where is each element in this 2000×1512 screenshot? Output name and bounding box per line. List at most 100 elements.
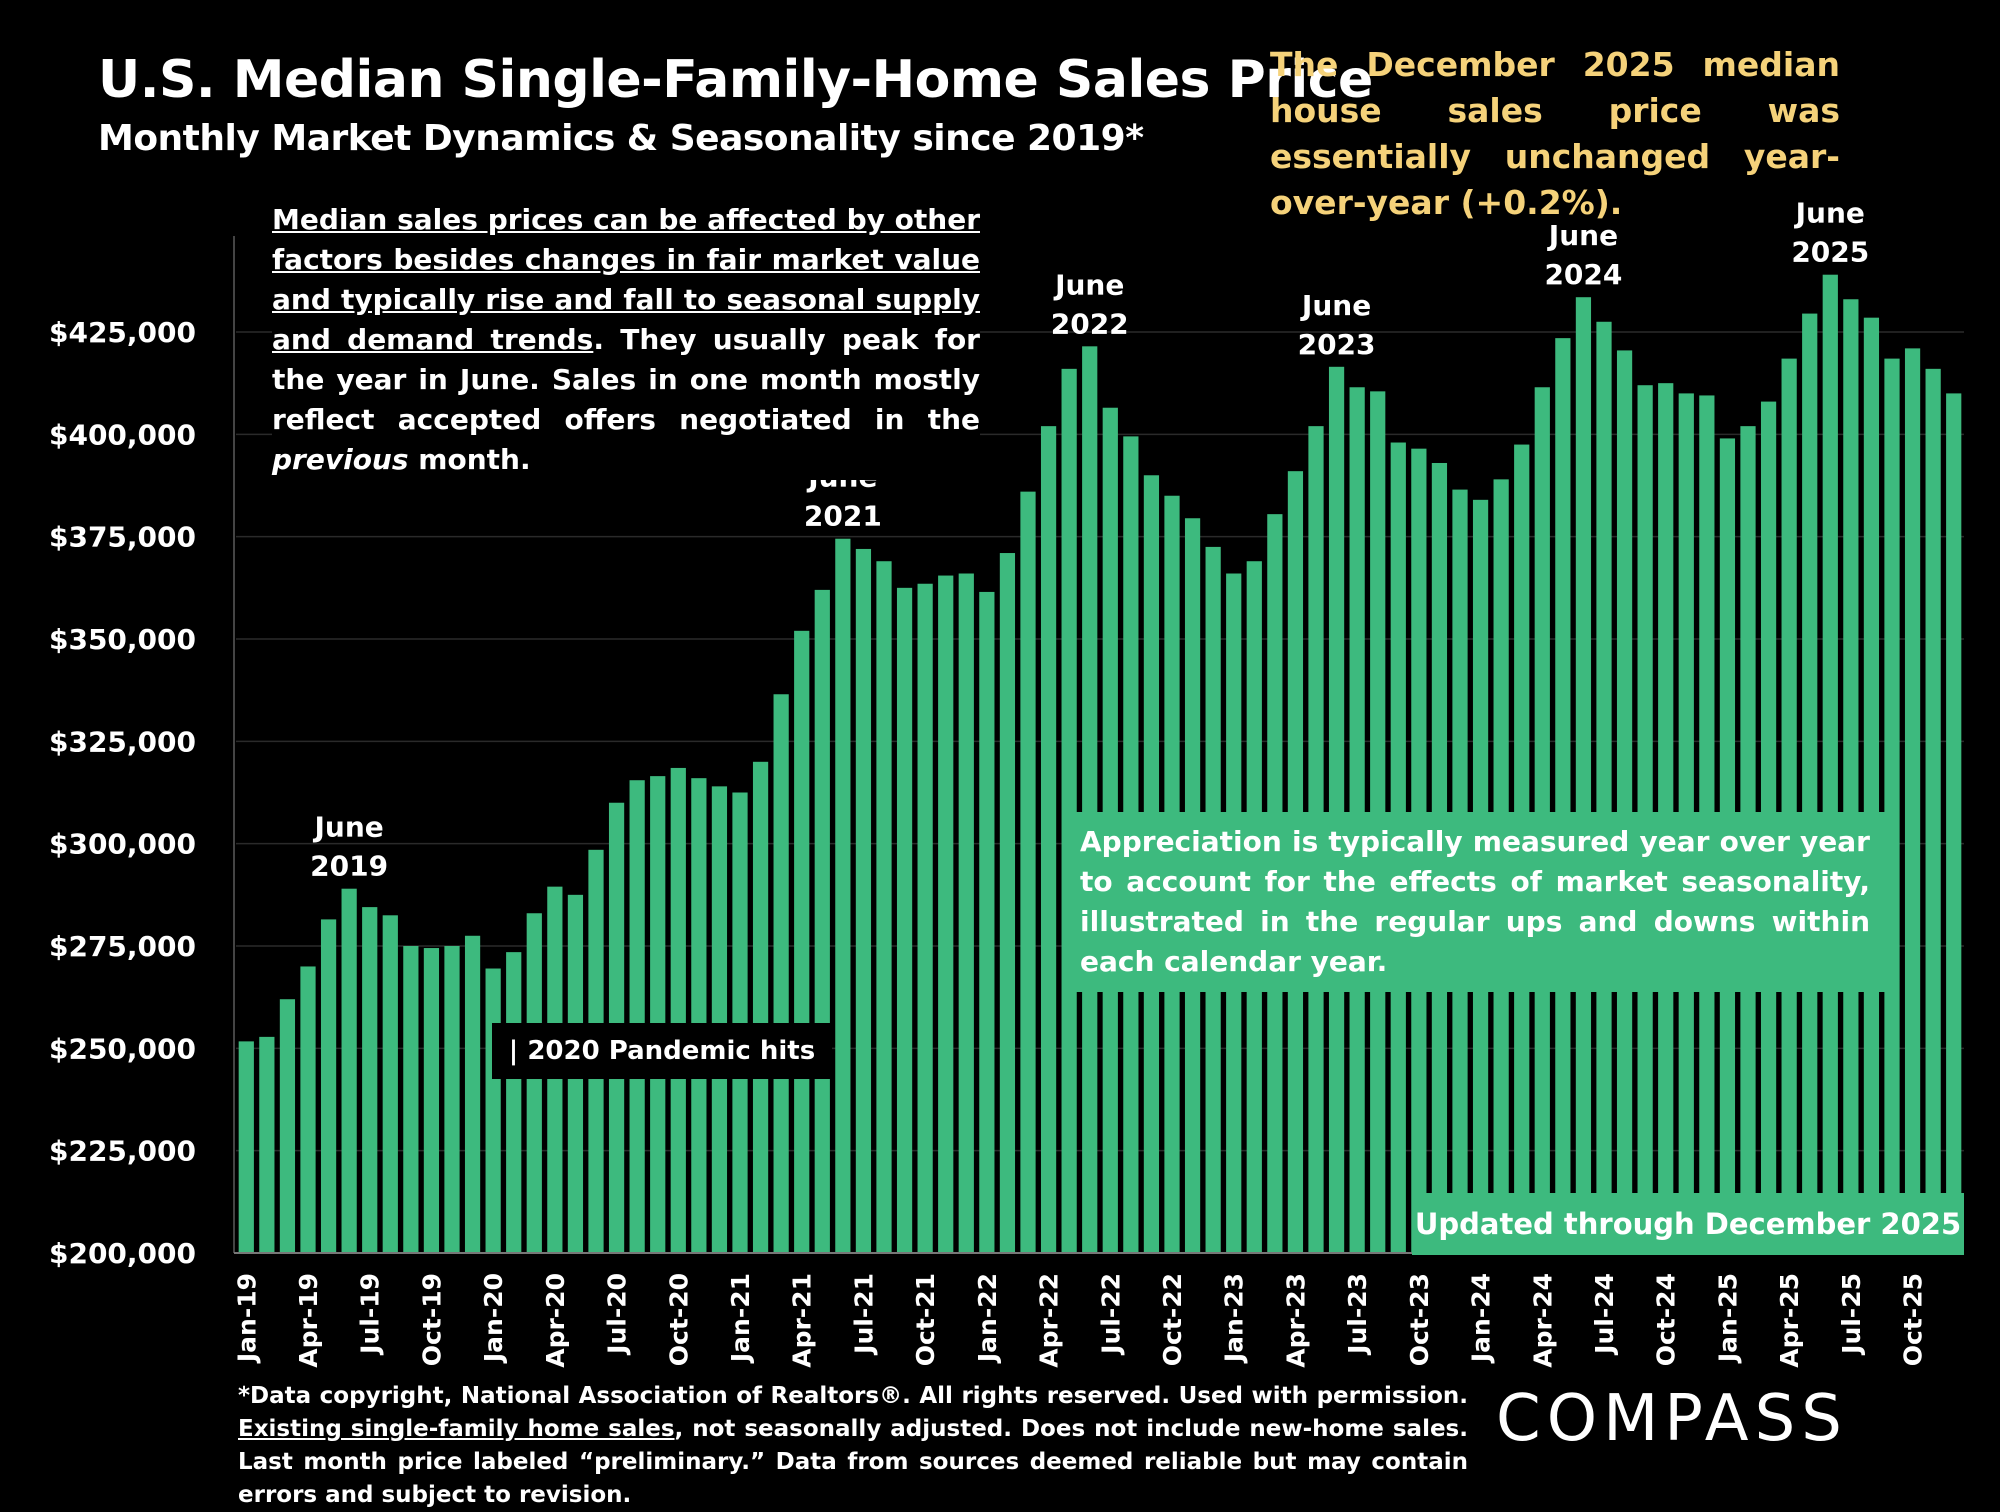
- bar: [423, 948, 440, 1253]
- footnote-text: *Data copyright, National Association of…: [238, 1383, 1468, 1409]
- footnote-link[interactable]: Existing single-family home sales: [238, 1416, 675, 1442]
- bar: [1616, 350, 1633, 1253]
- note-text: . They usually peak for the year in June…: [272, 323, 980, 436]
- x-tick-label: Jul-20: [603, 1273, 632, 1356]
- peak-annotation-month: June: [1053, 268, 1124, 301]
- x-tick-label: Jan-19: [232, 1273, 261, 1364]
- bar: [917, 583, 933, 1253]
- bar: [1802, 313, 1818, 1254]
- bar: [1843, 299, 1859, 1254]
- peak-annotation-month: June: [1300, 289, 1371, 322]
- x-tick-label: Apr-24: [1528, 1273, 1557, 1368]
- bar: [1946, 393, 1962, 1253]
- pandemic-label: | 2020 Pandemic hits: [492, 1023, 832, 1079]
- x-tick-label: Apr-23: [1281, 1273, 1310, 1368]
- x-tick-label: Oct-25: [1899, 1273, 1928, 1366]
- bar: [1596, 321, 1612, 1253]
- y-tick-label: $225,000: [49, 1135, 196, 1168]
- bar: [259, 1036, 275, 1253]
- bar: [773, 694, 789, 1253]
- bar: [341, 888, 357, 1253]
- bar: [711, 786, 728, 1253]
- x-tick-label: Jul-22: [1096, 1273, 1125, 1356]
- y-tick-label: $275,000: [49, 930, 196, 963]
- bar: [1822, 274, 1838, 1253]
- y-tick-label: $250,000: [49, 1032, 196, 1065]
- bar: [650, 776, 666, 1253]
- bar: [1575, 297, 1592, 1253]
- peak-annotation-year: 2019: [310, 850, 388, 883]
- bar: [752, 761, 769, 1253]
- note-text-end: month.: [408, 443, 531, 476]
- bar: [464, 935, 481, 1253]
- appreciation-note: Appreciation is typically measured year …: [1062, 812, 1888, 992]
- x-tick-label: Oct-23: [1405, 1273, 1434, 1366]
- y-tick-label: $350,000: [49, 623, 196, 656]
- bar: [999, 553, 1016, 1253]
- bar: [629, 780, 645, 1253]
- x-tick-label: Apr-20: [541, 1273, 570, 1368]
- note-underlined-text: Median sales prices can be affected by o…: [272, 203, 980, 356]
- bar: [526, 913, 542, 1253]
- x-tick-label: Oct-22: [1158, 1273, 1187, 1366]
- bar: [855, 548, 872, 1253]
- bar: [485, 968, 501, 1253]
- x-tick-label: Jan-21: [726, 1273, 755, 1364]
- y-tick-label: $400,000: [49, 418, 196, 451]
- updated-label: Updated through December 2025: [1412, 1193, 1964, 1255]
- headline-callout: The December 2025 median house sales pri…: [1270, 45, 1840, 222]
- peak-annotation-year: 2023: [1298, 328, 1376, 361]
- bar: [506, 952, 522, 1253]
- bar: [1781, 358, 1797, 1253]
- bar: [1061, 368, 1077, 1254]
- x-tick-label: Jan-22: [973, 1273, 1002, 1364]
- y-tick-label: $425,000: [49, 316, 196, 349]
- peak-annotation-year: 2022: [1051, 307, 1129, 340]
- compass-logo: COMPASS: [1496, 1382, 1848, 1456]
- x-tick-label: Jan-24: [1467, 1273, 1496, 1364]
- x-tick-label: Jul-21: [849, 1273, 878, 1356]
- bar: [382, 915, 398, 1253]
- x-tick-label: Apr-25: [1775, 1273, 1804, 1368]
- bar: [1328, 366, 1345, 1253]
- bar: [238, 1041, 254, 1253]
- bar: [958, 573, 974, 1253]
- peak-annotation-year: 2024: [1544, 258, 1622, 291]
- x-tick-label: Apr-21: [788, 1273, 817, 1368]
- x-tick-label: Oct-21: [911, 1273, 940, 1366]
- footnote: *Data copyright, National Association of…: [238, 1380, 1468, 1512]
- x-tick-label: Jul-23: [1343, 1273, 1372, 1356]
- x-tick-label: Jan-23: [1220, 1273, 1249, 1364]
- bar: [670, 767, 686, 1253]
- seasonality-note: Median sales prices can be affected by o…: [272, 200, 980, 480]
- peak-annotation-month: June: [1794, 197, 1865, 230]
- bar: [403, 946, 419, 1253]
- peak-annotation-year: 2021: [804, 500, 882, 533]
- bar: [1040, 426, 1057, 1253]
- y-tick-label: $375,000: [49, 521, 196, 554]
- bar: [835, 538, 851, 1253]
- bar: [794, 630, 810, 1253]
- y-tick-label: $300,000: [49, 828, 196, 861]
- bar: [1082, 346, 1098, 1253]
- x-tick-label: Jul-24: [1590, 1273, 1619, 1356]
- bar: [938, 575, 954, 1253]
- bar: [1925, 368, 1941, 1254]
- x-tick-label: Jul-25: [1837, 1273, 1866, 1356]
- bar: [896, 587, 913, 1253]
- peak-annotation-month: June: [1547, 219, 1618, 252]
- chart-title: U.S. Median Single-Family-Home Sales Pri…: [98, 50, 1373, 110]
- bar: [279, 999, 296, 1253]
- x-tick-label: Oct-20: [664, 1273, 693, 1366]
- chart-subtitle: Monthly Market Dynamics & Seasonality si…: [98, 118, 1144, 159]
- bar: [1555, 338, 1571, 1253]
- bar: [444, 946, 460, 1253]
- peak-annotation-month: June: [313, 811, 384, 844]
- x-tick-label: Jul-19: [356, 1273, 385, 1356]
- x-tick-label: Apr-22: [1035, 1273, 1064, 1368]
- footnote-text-end: , not seasonally adjusted. Does not incl…: [238, 1416, 1468, 1508]
- bar: [362, 907, 378, 1253]
- bar: [1863, 317, 1880, 1253]
- peak-annotation-year: 2025: [1791, 236, 1869, 269]
